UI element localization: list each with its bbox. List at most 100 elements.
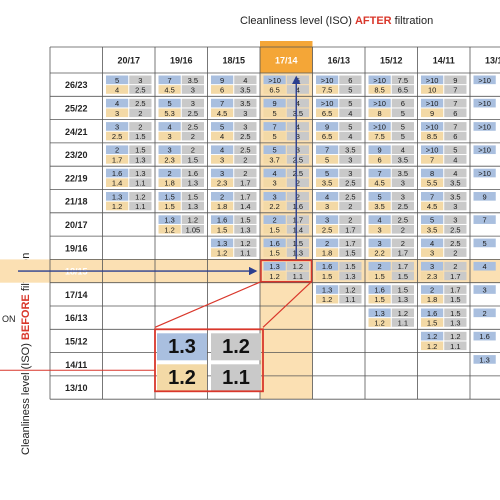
cell-value: 2.2 <box>374 249 384 258</box>
cell-quadrant <box>421 192 444 201</box>
cell-value: 1.3 <box>135 169 145 178</box>
cell-value: 2.5 <box>112 132 122 141</box>
cell-value: 2 <box>483 309 487 318</box>
cell-quadrant <box>316 98 339 108</box>
cell-quadrant <box>391 318 414 327</box>
cell-value: 2.5 <box>135 99 145 108</box>
cell-quadrant <box>158 192 181 201</box>
cell-quadrant <box>473 238 496 248</box>
cell-quadrant <box>421 178 444 187</box>
cell-quadrant <box>129 168 152 178</box>
cell-value: 1.8 <box>322 249 332 258</box>
cell-quadrant <box>391 122 414 131</box>
highlight-header-cell <box>260 41 313 73</box>
cell-value: 3 <box>430 249 434 258</box>
cell-quadrant <box>263 155 286 164</box>
cell-quadrant <box>234 108 257 118</box>
cell-quadrant <box>444 331 467 341</box>
cell-value: 1.6 <box>374 286 384 295</box>
cell-value: 4 <box>453 169 457 178</box>
cell-quadrant <box>106 145 129 155</box>
cell-value: 4 <box>348 109 352 118</box>
cell-value: 3.5 <box>450 179 460 188</box>
cell-quadrant <box>421 238 444 248</box>
cell-value: 1.2 <box>217 249 227 258</box>
cell-value: 6 <box>453 109 457 118</box>
cell-value: 7 <box>273 122 277 131</box>
cell-value: 2 <box>296 179 300 188</box>
cell-quadrant <box>421 145 444 155</box>
zoom-quadrant <box>211 333 261 361</box>
cell-quadrant <box>421 318 444 327</box>
cell-quadrant <box>473 168 496 178</box>
cell-quadrant <box>444 285 467 294</box>
cell-value: 1.2 <box>427 332 437 341</box>
cell-value: 8.5 <box>427 132 437 141</box>
cell-value: 2 <box>138 122 142 131</box>
cell-quadrant <box>421 341 444 351</box>
cell-value: 7 <box>483 216 487 225</box>
cell-quadrant <box>339 271 362 281</box>
cell-quadrant <box>106 85 129 94</box>
cell-value: 9 <box>378 146 382 155</box>
cell-quadrant <box>211 98 234 108</box>
cell-value: 5 <box>273 146 277 155</box>
cell-value: 2 <box>401 239 405 248</box>
column-header: 18/15 <box>222 56 245 66</box>
cell-quadrant <box>368 215 391 224</box>
cell-value: 1.3 <box>345 272 355 281</box>
cell-quadrant <box>158 224 181 234</box>
cell-quadrant <box>211 145 234 155</box>
column-header: 19/16 <box>170 56 193 66</box>
cell-value: 7.5 <box>374 132 384 141</box>
cell-quadrant <box>181 131 204 141</box>
cell-quadrant <box>129 108 152 118</box>
cell-value: 3 <box>220 155 224 164</box>
cell-quadrant <box>368 224 391 234</box>
cell-value: 2.3 <box>217 179 227 188</box>
cell-quadrant <box>211 215 234 224</box>
cell-value: 1.5 <box>135 146 145 155</box>
cell-quadrant <box>234 131 257 141</box>
cell-quadrant <box>158 122 181 131</box>
cell-quadrant <box>234 98 257 108</box>
cell-quadrant <box>339 285 362 294</box>
cell-value: 1.5 <box>450 309 460 318</box>
cell-quadrant <box>211 224 234 234</box>
cell-quadrant <box>263 238 286 248</box>
cell-value: 8 <box>378 109 382 118</box>
cell-quadrant <box>263 215 286 224</box>
cell-value: 1.7 <box>450 286 460 295</box>
cell-quadrant <box>339 248 362 257</box>
cell-quadrant <box>316 145 339 155</box>
cell-quadrant <box>106 201 129 211</box>
cell-value: 4 <box>348 132 352 141</box>
cell-value: 3.5 <box>240 85 250 94</box>
cell-quadrant <box>368 285 391 294</box>
cell-quadrant <box>339 178 362 187</box>
cell-value: 4 <box>115 85 119 94</box>
cell-value: 3 <box>430 262 434 271</box>
cell-value: 1.3 <box>374 309 384 318</box>
zoom-value: 1.2 <box>168 367 196 389</box>
cell-quadrant <box>286 145 309 155</box>
cell-quadrant <box>421 131 444 141</box>
cell-value: 7 <box>378 169 382 178</box>
cell-value: 2 <box>243 169 247 178</box>
cell-quadrant <box>391 294 414 304</box>
cell-quadrant <box>473 285 496 294</box>
cell-value: 2 <box>168 169 172 178</box>
cell-quadrant <box>211 248 234 257</box>
cell-quadrant <box>391 178 414 187</box>
cell-value: 3 <box>401 179 405 188</box>
cell-value: 6 <box>401 99 405 108</box>
cell-value: 1.5 <box>374 295 384 304</box>
cell-value: 6 <box>453 132 457 141</box>
cell-quadrant <box>158 98 181 108</box>
cell-value: 4 <box>483 262 487 271</box>
cell-value: 1.5 <box>345 249 355 258</box>
cell-quadrant <box>286 271 309 281</box>
cell-quadrant <box>211 108 234 118</box>
cell-value: 2 <box>220 192 224 201</box>
cell-quadrant <box>368 261 391 271</box>
